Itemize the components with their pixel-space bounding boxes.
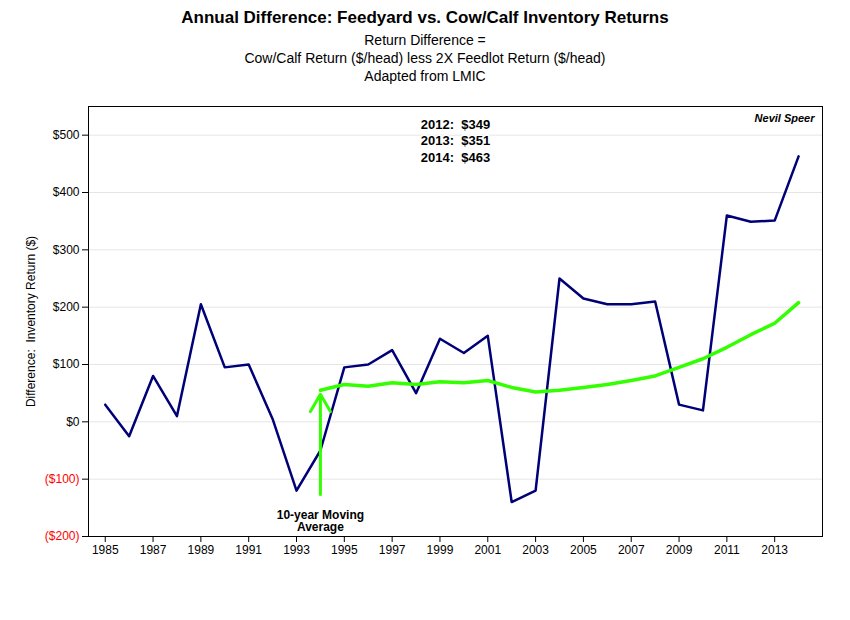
- svg-text:10-year MovingAverage: 10-year MovingAverage: [277, 508, 364, 534]
- svg-text:2012: $3492013: $3512014: $: 2012: $3492013: $3512014: $463: [421, 116, 490, 165]
- html-text:Annual Difference: Feedyard vs: Annual Difference: Feedyard vs. Cow/Calf…: [181, 8, 669, 27]
- html-text:Adapted from LMIC: Adapted from LMIC: [364, 68, 486, 84]
- svg-text:Nevil Speer: Nevil Speer: [755, 112, 816, 124]
- html-text:Cow/Calf Return ($/head) less: Cow/Calf Return ($/head) less 2X Feedlot…: [244, 50, 606, 66]
- svg-text:1989: 1989: [188, 543, 215, 557]
- svg-text:$200: $200: [53, 300, 80, 314]
- svg-text:2011: 2011: [714, 543, 740, 557]
- svg-text:1995: 1995: [331, 543, 358, 557]
- svg-text:1991: 1991: [235, 543, 262, 557]
- svg-text:$400: $400: [53, 185, 80, 199]
- svg-text:2003: 2003: [522, 543, 549, 557]
- svg-text:1993: 1993: [283, 543, 310, 557]
- svg-text:Difference: Inventory Return: Difference: Inventory Return ($): [24, 236, 38, 407]
- svg-text:$100: $100: [53, 357, 80, 371]
- svg-text:$0: $0: [66, 415, 80, 429]
- svg-text:2005: 2005: [570, 543, 597, 557]
- svg-text:2009: 2009: [666, 543, 693, 557]
- svg-text:$300: $300: [53, 243, 80, 257]
- svg-text:2007: 2007: [618, 543, 645, 557]
- svg-text:2001: 2001: [474, 543, 501, 557]
- svg-text:($100): ($100): [45, 472, 80, 486]
- svg-text:$500: $500: [53, 128, 80, 142]
- html-text:Return Difference =: Return Difference =: [364, 32, 486, 48]
- svg-text:1987: 1987: [140, 543, 167, 557]
- svg-text:1985: 1985: [92, 543, 119, 557]
- svg-text:($200): ($200): [45, 529, 80, 543]
- svg-text:1999: 1999: [427, 543, 454, 557]
- svg-text:2013: 2013: [761, 543, 788, 557]
- svg-text:1997: 1997: [379, 543, 406, 557]
